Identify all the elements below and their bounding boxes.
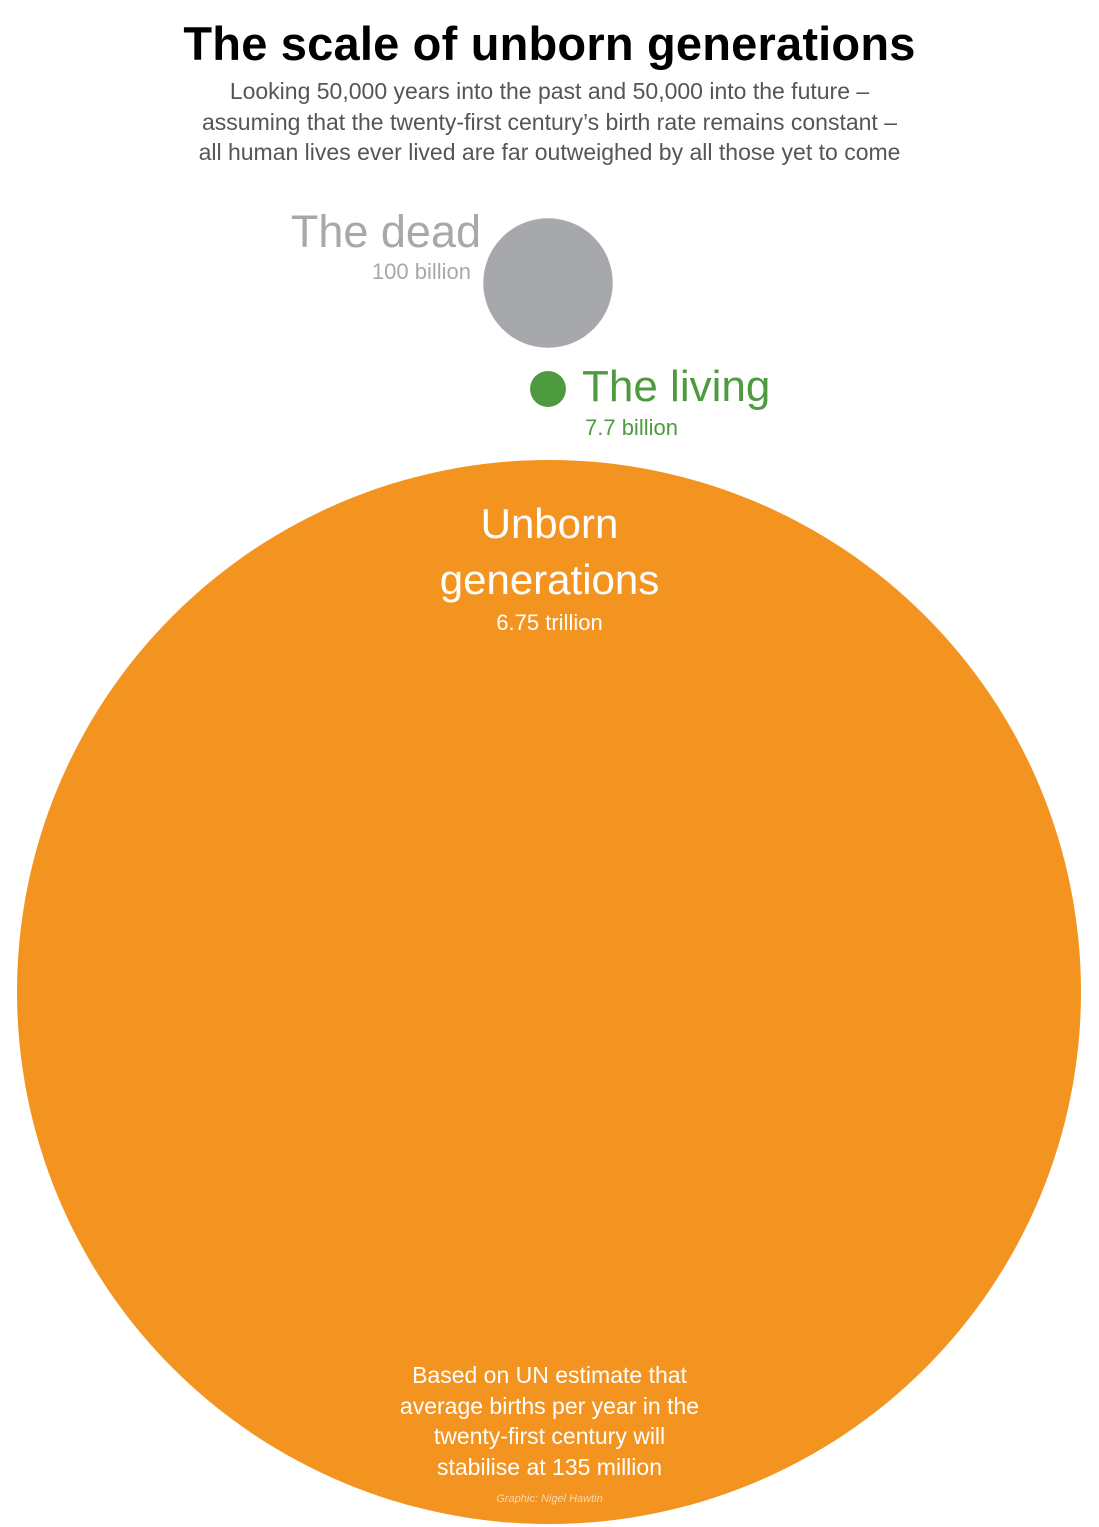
bubble-unborn-generations: [17, 460, 1081, 1524]
note-line: twenty-first century will: [433, 1423, 666, 1449]
the-dead-value: 100 billion: [371, 259, 471, 284]
the-living-value: 7.7 billion: [585, 415, 678, 440]
the-living-label: The living: [582, 362, 771, 411]
graphic-credit: Graphic: Nigel Hawtin: [496, 1493, 603, 1505]
the-dead-label: The dead: [290, 206, 481, 257]
chart-subtitle: Looking 50,000 years into the past and 5…: [0, 76, 1099, 168]
note-line: Based on UN estimate that: [412, 1362, 687, 1388]
note-line: stabilise at 135 million: [436, 1453, 662, 1480]
bubble-the-dead: [483, 218, 613, 348]
subtitle-line: Looking 50,000 years into the past and 5…: [229, 78, 870, 104]
unborn-label-line: Unborn: [480, 500, 619, 547]
subtitle-line: all human lives ever lived are far outwe…: [198, 139, 901, 165]
note-line: average births per year in the: [399, 1392, 700, 1419]
unborn-label-line: generations: [439, 556, 660, 603]
chart-title: The scale of unborn generations: [183, 17, 916, 70]
subtitle-line: assuming that the twenty-first century’s…: [202, 108, 897, 135]
bubble-the-living: [530, 371, 566, 407]
unborn-generations-label: Unborn generations: [0, 496, 1099, 608]
unborn-generations-value: 6.75 trillion: [496, 610, 603, 635]
source-note: Based on UN estimate that average births…: [0, 1360, 1099, 1482]
